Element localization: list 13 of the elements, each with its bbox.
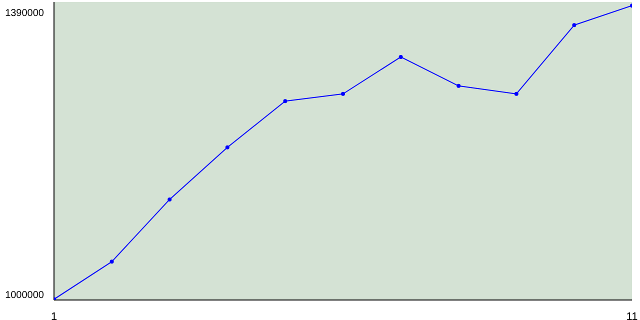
y-tick-label: 1390000 [5, 8, 44, 20]
point [341, 92, 345, 96]
x-tick-label: 1 [50, 311, 58, 320]
point [110, 260, 114, 264]
point [514, 92, 518, 96]
point [283, 99, 288, 104]
point [225, 145, 230, 150]
x-tick-label: 11 [626, 311, 638, 320]
y-tick-label: 1000000 [5, 290, 44, 302]
point [398, 54, 403, 59]
point [168, 197, 172, 202]
point [572, 23, 576, 28]
point [456, 84, 461, 88]
